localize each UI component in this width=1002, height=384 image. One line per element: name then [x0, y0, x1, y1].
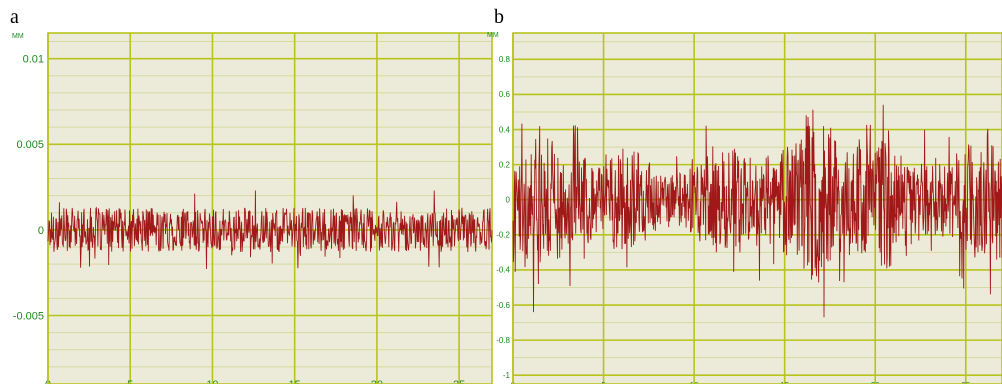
y-tick-label: 0.2 [499, 160, 511, 169]
signal-series-line [47, 190, 493, 270]
y-tick-label: -0.6 [496, 301, 510, 310]
y-tick-label: 0.8 [499, 55, 511, 64]
x-tick-label: 10 [690, 381, 699, 384]
x-tick-label: 25 [453, 379, 465, 384]
y-unit-label: MM [12, 33, 24, 40]
y-unit-label: MM [487, 32, 499, 39]
y-tick-label: -0.005 [13, 310, 44, 322]
y-tick-label: -1 [503, 371, 511, 380]
y-tick-label: 0 [38, 225, 44, 237]
chart-panel-b: 0.80.60.40.20-0.2-0.4-0.6-0.8-1051015202… [487, 32, 1002, 384]
y-tick-label: -0.4 [496, 266, 510, 275]
y-tick-label: 0.01 [23, 54, 44, 66]
x-tick-label: 20 [871, 381, 880, 384]
y-tick-label: 0 [506, 196, 511, 205]
y-tick-label: -0.2 [496, 231, 510, 240]
x-tick-label: 20 [371, 379, 383, 384]
panel-a-label: a [10, 6, 19, 28]
plot-background [48, 33, 492, 384]
plot-frame [47, 32, 493, 384]
signal-series-line [512, 104, 1002, 318]
y-tick-label: 0.005 [16, 139, 44, 151]
x-tick-label: 15 [780, 381, 789, 384]
y-tick-label: -0.8 [496, 336, 510, 345]
plot-frame [512, 32, 1002, 384]
x-tick-label: 25 [961, 381, 970, 384]
x-tick-label: 5 [601, 381, 606, 384]
x-tick-label: 10 [206, 379, 218, 384]
y-tick-label: 0.4 [499, 125, 511, 134]
x-tick-label: 5 [127, 379, 133, 384]
y-tick-label: 0.6 [499, 90, 511, 99]
panel-b-label: b [494, 6, 504, 28]
x-tick-label: 15 [289, 379, 301, 384]
